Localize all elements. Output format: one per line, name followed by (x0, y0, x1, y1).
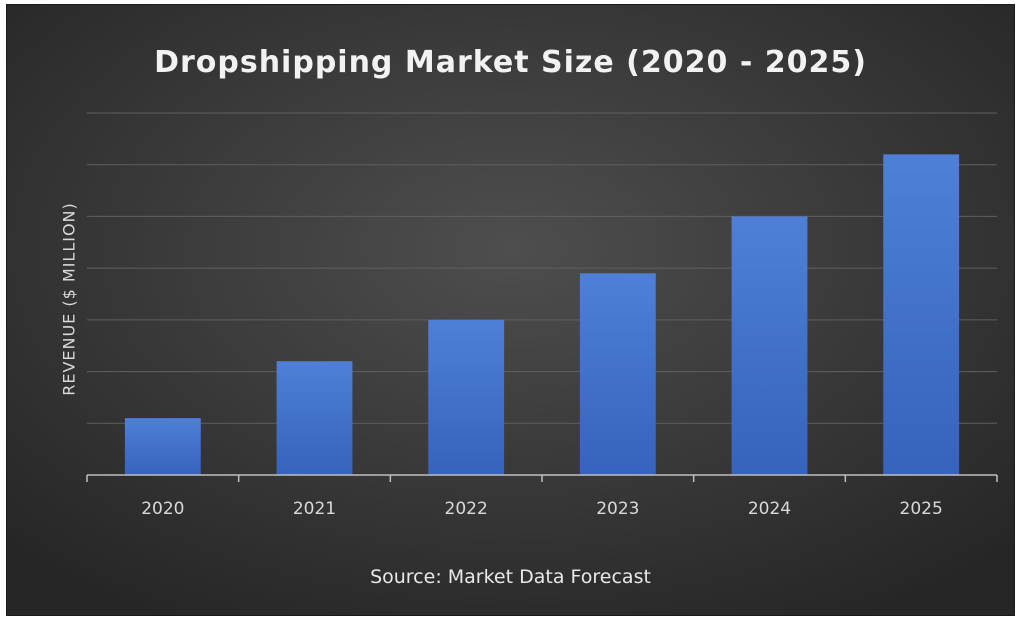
bar-2024 (731, 216, 808, 475)
x-tick-label-2024: 2024 (748, 499, 791, 519)
bar-2022 (428, 319, 505, 475)
bar-2021 (276, 361, 353, 475)
bar-2020 (124, 418, 201, 475)
plot-area: 2020 2021 2022 2023 2024 2025 (86, 112, 998, 519)
bar-2025 (883, 154, 960, 475)
x-tick-label-2020: 2020 (141, 499, 184, 519)
x-tick-label-2023: 2023 (596, 499, 639, 519)
bar-2023 (579, 273, 656, 475)
chart-title: Dropshipping Market Size (2020 - 2025) (154, 45, 867, 80)
x-tick-label-2025: 2025 (900, 499, 943, 519)
x-tick-label-2021: 2021 (293, 499, 336, 519)
chart-area: Dropshipping Market Size (2020 - 2025) R… (6, 4, 1015, 616)
x-tick-label-2022: 2022 (445, 499, 488, 519)
source-note: Source: Market Data Forecast (370, 566, 651, 588)
